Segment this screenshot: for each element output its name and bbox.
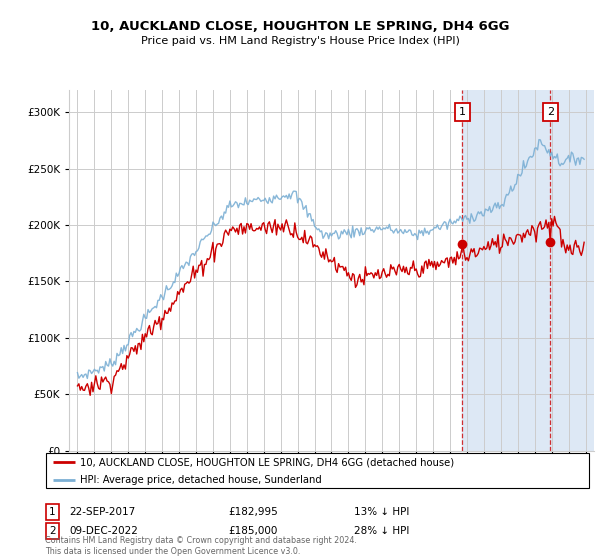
Text: 1: 1 (459, 107, 466, 117)
Text: Price paid vs. HM Land Registry's House Price Index (HPI): Price paid vs. HM Land Registry's House … (140, 36, 460, 46)
Bar (462, 90, 594, 451)
Text: Contains HM Land Registry data © Crown copyright and database right 2024.
This d: Contains HM Land Registry data © Crown c… (45, 536, 357, 556)
Text: £182,995: £182,995 (228, 507, 278, 517)
Text: 13% ↓ HPI: 13% ↓ HPI (354, 507, 409, 517)
Text: 2: 2 (547, 107, 554, 117)
Text: 10, AUCKLAND CLOSE, HOUGHTON LE SPRING, DH4 6GG: 10, AUCKLAND CLOSE, HOUGHTON LE SPRING, … (91, 20, 509, 32)
Text: 1: 1 (49, 507, 56, 517)
Text: 2: 2 (49, 526, 56, 536)
Text: £185,000: £185,000 (228, 526, 277, 536)
Text: 22-SEP-2017: 22-SEP-2017 (69, 507, 135, 517)
Text: 28% ↓ HPI: 28% ↓ HPI (354, 526, 409, 536)
FancyBboxPatch shape (46, 454, 589, 488)
Text: 10, AUCKLAND CLOSE, HOUGHTON LE SPRING, DH4 6GG (detached house): 10, AUCKLAND CLOSE, HOUGHTON LE SPRING, … (80, 457, 455, 467)
Text: 09-DEC-2022: 09-DEC-2022 (69, 526, 138, 536)
Text: HPI: Average price, detached house, Sunderland: HPI: Average price, detached house, Sund… (80, 475, 322, 485)
